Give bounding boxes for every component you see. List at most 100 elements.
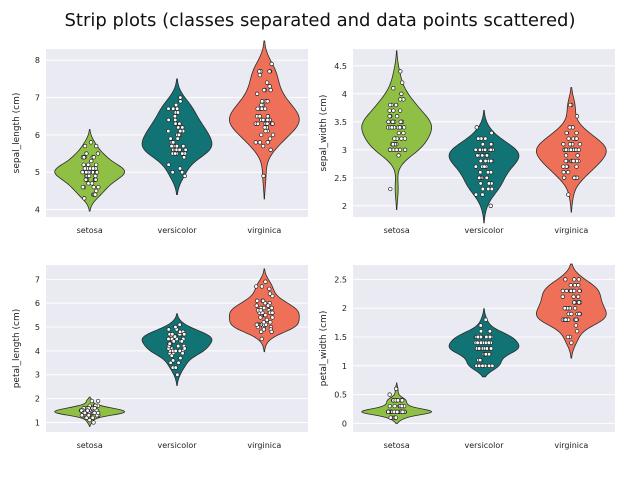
data-point-setosa [86, 413, 91, 418]
data-point-versicolor [171, 339, 176, 344]
data-point-virginica [259, 132, 264, 138]
data-point-virginica [265, 114, 270, 119]
x-tick-label: virginica [247, 226, 281, 235]
y-axis-label: petal_width (cm) [319, 311, 329, 387]
data-point-virginica [255, 106, 260, 111]
data-point-setosa [93, 162, 99, 167]
data-point-setosa [398, 69, 403, 74]
subplot-2: 2 2.5 3 3.5 4 4.5 sepal_width (cm) setosa versic… [319, 49, 615, 235]
data-point-versicolor [483, 352, 489, 357]
data-point-versicolor [478, 323, 483, 328]
y-tick-label: 2.5 [334, 174, 347, 183]
data-point-virginica [263, 128, 268, 134]
data-point-versicolor [171, 106, 176, 111]
data-point-virginica [572, 300, 577, 305]
y-tick-label: 4 [35, 347, 40, 356]
data-point-virginica [270, 310, 275, 315]
data-point-virginica [561, 170, 566, 175]
data-point-versicolor [487, 334, 493, 340]
data-point-versicolor [182, 346, 187, 351]
data-point-setosa [87, 417, 92, 423]
data-point-versicolor [177, 322, 182, 327]
data-point-virginica [568, 283, 573, 288]
data-point-setosa [391, 108, 396, 113]
data-point-setosa [387, 403, 392, 409]
data-point-virginica [567, 125, 572, 130]
data-point-setosa [91, 420, 96, 425]
data-point-virginica [254, 303, 259, 308]
data-point-versicolor [166, 106, 171, 111]
data-point-virginica [564, 130, 569, 136]
data-point-versicolor [489, 130, 494, 136]
data-point-virginica [257, 72, 263, 78]
data-point-setosa [84, 170, 89, 175]
data-point-versicolor [175, 372, 180, 377]
data-point-virginica [577, 142, 583, 147]
data-point-versicolor [478, 158, 483, 164]
data-point-virginica [262, 106, 268, 111]
data-point-virginica [258, 329, 264, 334]
y-tick-label: 1 [35, 418, 40, 427]
data-point-virginica [257, 69, 262, 74]
y-tick-label: 0 [342, 419, 347, 428]
data-point-setosa [94, 170, 100, 175]
data-point-virginica [571, 294, 576, 299]
data-point-setosa [89, 398, 95, 404]
data-point-setosa [96, 184, 101, 190]
data-point-setosa [402, 136, 408, 141]
data-point-setosa [393, 386, 399, 391]
data-point-setosa [80, 170, 85, 175]
data-point-versicolor [478, 329, 484, 334]
data-point-setosa [388, 415, 393, 420]
data-point-virginica [267, 84, 272, 89]
y-tick-label: 8 [35, 56, 40, 65]
x-tick-label: versicolor [464, 441, 504, 450]
data-point-versicolor [173, 151, 178, 156]
x-tick-label: setosa [77, 441, 103, 450]
data-point-setosa [399, 91, 404, 96]
y-tick-label: 0.5 [334, 391, 347, 400]
data-point-setosa [92, 410, 97, 416]
data-point-virginica [264, 317, 270, 323]
y-tick-label: 1.5 [334, 333, 347, 342]
data-point-setosa [82, 196, 87, 201]
data-point-versicolor [478, 357, 483, 363]
data-point-versicolor [166, 162, 171, 167]
data-point-setosa [80, 184, 86, 190]
data-point-virginica [254, 91, 260, 96]
data-point-versicolor [488, 158, 494, 164]
data-point-setosa [86, 173, 92, 179]
figure-title: Strip plots (classes separated and data … [64, 10, 575, 31]
data-point-versicolor [486, 186, 491, 192]
data-point-virginica [261, 173, 266, 179]
data-point-setosa [84, 151, 89, 156]
data-point-virginica [270, 121, 275, 126]
data-point-virginica [263, 279, 268, 284]
data-point-versicolor [178, 95, 183, 100]
data-point-versicolor [475, 153, 480, 158]
data-point-virginica [265, 117, 270, 123]
data-point-versicolor [178, 355, 183, 361]
data-point-versicolor [174, 143, 180, 149]
data-point-versicolor [480, 142, 485, 147]
data-point-setosa [400, 409, 405, 414]
data-point-versicolor [476, 136, 481, 141]
data-point-virginica [267, 291, 273, 296]
data-point-versicolor [477, 175, 482, 180]
data-point-virginica [562, 306, 567, 311]
violin-setosa [361, 382, 433, 424]
data-point-setosa [94, 188, 99, 194]
y-tick-label: 3 [342, 146, 347, 155]
data-point-versicolor [168, 360, 173, 365]
data-point-virginica [576, 277, 581, 282]
data-point-versicolor [475, 334, 481, 340]
data-point-virginica [268, 87, 273, 93]
data-point-versicolor [478, 181, 483, 186]
data-point-setosa [89, 181, 95, 186]
data-point-setosa [89, 158, 94, 164]
data-point-virginica [261, 87, 267, 93]
data-point-virginica [261, 117, 266, 123]
data-point-virginica [577, 288, 582, 294]
data-point-virginica [265, 121, 270, 126]
data-point-setosa [93, 192, 98, 197]
